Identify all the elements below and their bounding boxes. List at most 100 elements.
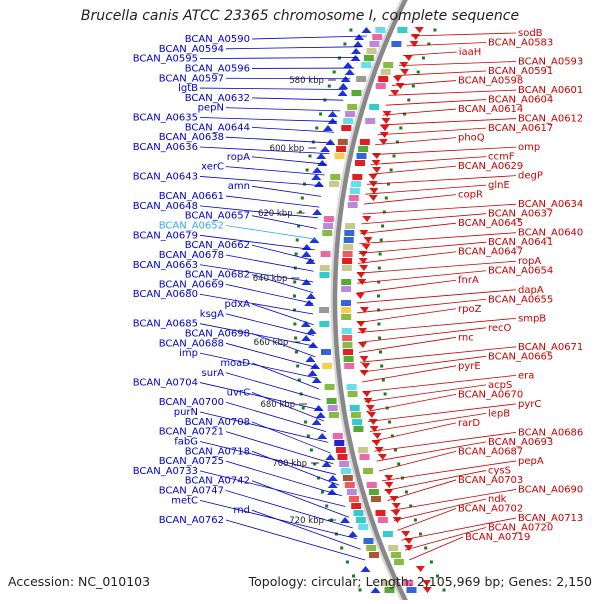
accession-label: Accession: NC_010103 xyxy=(8,574,150,589)
feature-block xyxy=(342,258,352,264)
feature-block xyxy=(330,174,340,180)
feature-block xyxy=(360,139,370,145)
guide-dot xyxy=(338,57,341,60)
guide-dot xyxy=(378,267,381,270)
feature-block xyxy=(338,454,348,460)
gene-label-pepn: pepN xyxy=(198,103,224,114)
feature-block xyxy=(322,230,332,236)
feature-arrow-forward xyxy=(382,111,391,117)
gene-label-sura: surA xyxy=(202,368,225,379)
guide-dot xyxy=(349,29,352,32)
feature-arrow-reverse xyxy=(338,90,348,96)
feature-arrow-reverse xyxy=(316,412,326,418)
guide-dot xyxy=(430,561,433,564)
guide-dot xyxy=(380,365,383,368)
feature-block xyxy=(378,76,388,82)
leader-line xyxy=(372,423,456,441)
feature-block xyxy=(322,363,332,369)
feature-block xyxy=(347,384,357,390)
feature-block xyxy=(356,517,366,523)
feature-arrow-reverse xyxy=(361,27,371,33)
feature-block xyxy=(351,181,361,187)
guide-dot xyxy=(414,519,417,522)
gene-label-ksga: ksgA xyxy=(200,309,224,320)
tick-label: 680 kbp xyxy=(260,400,295,410)
feature-block xyxy=(350,405,360,411)
gene-label-bcan-a0654: BCAN_A0654 xyxy=(488,266,553,277)
guide-dot xyxy=(379,351,382,354)
feature-block xyxy=(341,468,351,474)
leader-line xyxy=(252,304,314,325)
gene-label-imp: imp xyxy=(179,348,198,359)
guide-dot xyxy=(385,197,388,200)
feature-block xyxy=(336,447,346,453)
feature-block xyxy=(356,76,366,82)
guide-dot xyxy=(377,323,380,326)
feature-block xyxy=(329,412,339,418)
guide-dot xyxy=(417,71,420,74)
gene-label-bcan-a0687: BCAN_A0687 xyxy=(458,446,523,457)
feature-block xyxy=(342,265,352,271)
feature-arrow-reverse xyxy=(328,111,338,117)
guide-dot xyxy=(433,29,436,32)
feature-block xyxy=(348,391,358,397)
guide-dot xyxy=(295,253,298,256)
feature-block xyxy=(350,188,360,194)
gene-label-bcan-a0583: BCAN_A0583 xyxy=(488,38,553,49)
feature-arrow-forward xyxy=(380,125,389,131)
gene-label-copr: copR xyxy=(458,190,483,201)
feature-block xyxy=(365,118,375,124)
feature-arrow-reverse xyxy=(317,433,327,439)
feature-arrow-reverse xyxy=(340,517,350,523)
feature-arrow-forward xyxy=(357,279,366,285)
leader-line xyxy=(409,537,463,560)
feature-block xyxy=(343,475,353,481)
feature-block xyxy=(376,510,386,516)
guide-dot xyxy=(412,85,415,88)
feature-block xyxy=(367,48,377,54)
feature-block xyxy=(352,419,362,425)
feature-block xyxy=(391,552,401,558)
feature-arrow-reverse xyxy=(317,160,327,166)
gene-label-rpoz: rpoZ xyxy=(458,304,482,315)
feature-arrow-reverse xyxy=(351,55,361,61)
feature-arrow-forward xyxy=(358,328,367,334)
leader-line xyxy=(200,57,358,58)
leader-line xyxy=(362,366,456,382)
feature-block xyxy=(344,363,354,369)
feature-block xyxy=(397,27,407,33)
leader-line xyxy=(226,108,340,111)
feature-block xyxy=(348,202,358,208)
gene-label-bcan-a0665: BCAN_A0665 xyxy=(488,351,553,362)
gene-label-bcan-a0719: BCAN_A0719 xyxy=(465,532,530,543)
leader-line xyxy=(226,78,350,79)
feature-block xyxy=(339,461,349,467)
feature-block xyxy=(372,34,382,40)
feature-arrow-reverse xyxy=(328,475,338,481)
feature-block xyxy=(320,265,330,271)
feature-arrow-reverse xyxy=(307,328,317,334)
guide-dot xyxy=(294,337,297,340)
guide-dot xyxy=(407,99,410,102)
feature-block xyxy=(364,55,374,61)
feature-block xyxy=(345,223,355,229)
leader-line xyxy=(252,127,334,132)
guide-dot xyxy=(424,547,427,550)
leader-line xyxy=(366,394,456,411)
feature-block xyxy=(376,83,386,89)
leader-line xyxy=(200,118,337,122)
feature-arrow-forward xyxy=(415,27,424,33)
feature-block xyxy=(343,349,353,355)
feature-arrow-forward xyxy=(356,293,365,299)
feature-block xyxy=(388,545,398,551)
feature-block xyxy=(347,104,357,110)
feature-block xyxy=(349,496,359,502)
guide-dot xyxy=(377,295,380,298)
feature-block xyxy=(321,251,331,257)
feature-arrow-forward xyxy=(363,237,372,243)
tick-label: 660 kbp xyxy=(254,338,289,348)
gene-label-bcan-a0629: BCAN_A0629 xyxy=(458,161,523,172)
guide-dot xyxy=(296,239,299,242)
feature-block xyxy=(341,307,351,313)
feature-block xyxy=(367,482,377,488)
